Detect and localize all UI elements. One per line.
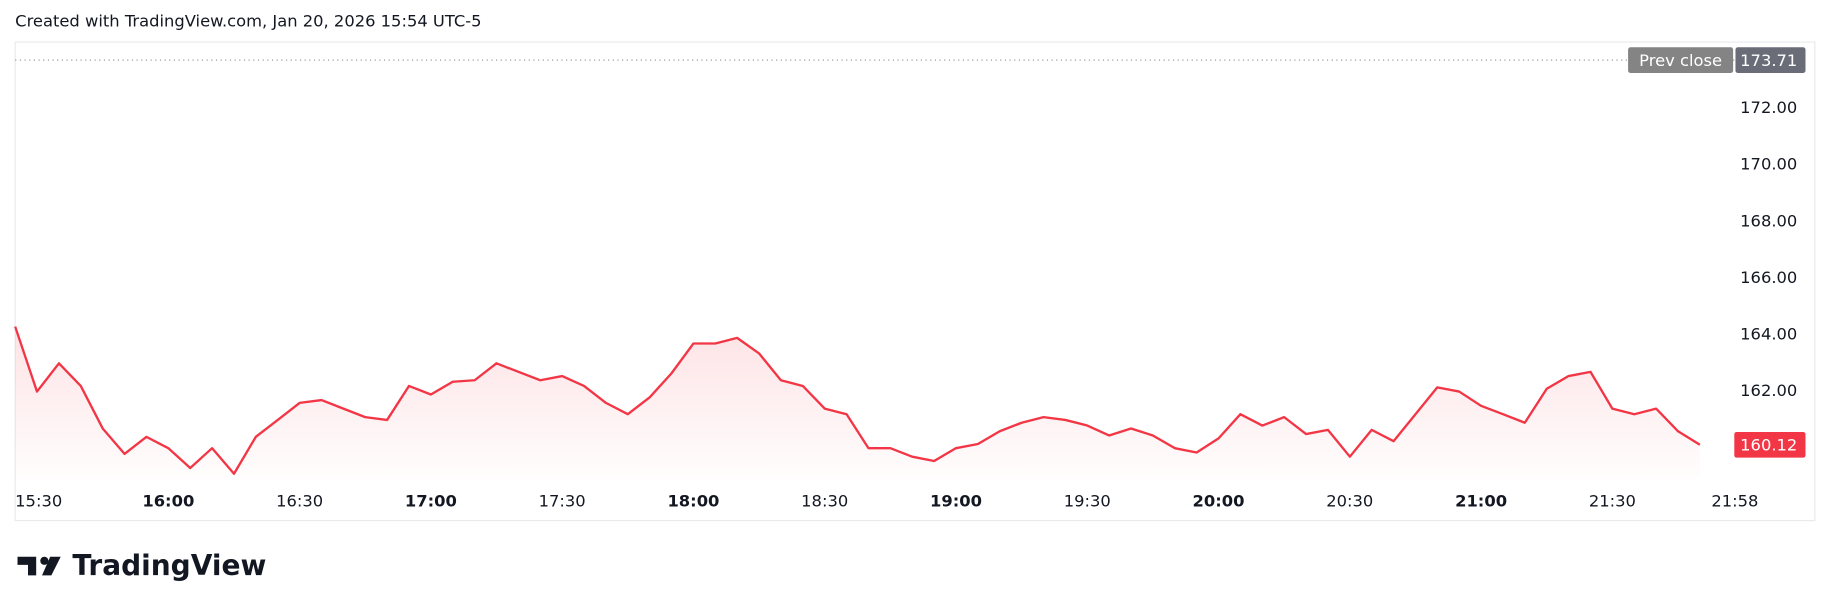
header-text: Created with TradingView.com, Jan 20, 20… bbox=[15, 12, 481, 31]
y-tick-label: 168.00 bbox=[1740, 211, 1797, 230]
x-tick-label: 18:30 bbox=[801, 491, 848, 510]
prev-close-value-badge bbox=[1735, 47, 1806, 73]
x-tick-label: 16:30 bbox=[276, 491, 323, 510]
x-tick-label: 17:30 bbox=[539, 491, 586, 510]
y-tick-label: 164.00 bbox=[1740, 325, 1797, 344]
x-tick-label: 20:00 bbox=[1193, 491, 1245, 510]
x-tick-label: 19:30 bbox=[1064, 491, 1111, 510]
x-tick-label: 21:58 bbox=[1711, 491, 1758, 510]
prev-close-label: Prev close bbox=[1639, 51, 1722, 70]
footer-logo: TradingView bbox=[17, 549, 266, 582]
y-tick-label: 170.00 bbox=[1740, 155, 1797, 174]
x-tick-label: 16:00 bbox=[142, 491, 194, 510]
x-tick-label: 20:30 bbox=[1326, 491, 1373, 510]
x-tick-label: 18:00 bbox=[667, 491, 719, 510]
prev-close-value: 173.71 bbox=[1740, 51, 1797, 70]
last-price-label: 160.12 bbox=[1740, 436, 1797, 455]
x-tick-label: 19:00 bbox=[930, 491, 982, 510]
x-tick-label: 21:30 bbox=[1589, 491, 1636, 510]
x-tick-label: 17:00 bbox=[405, 491, 457, 510]
prev-close-badge bbox=[1628, 47, 1734, 73]
y-tick-label: 172.00 bbox=[1740, 98, 1797, 117]
y-tick-label: 166.00 bbox=[1740, 268, 1797, 287]
chart-frame bbox=[14, 41, 1816, 522]
footer-brand: TradingView bbox=[72, 549, 266, 582]
area-fill bbox=[15, 326, 1700, 479]
x-tick-label: 21:00 bbox=[1455, 491, 1507, 510]
last-price-badge bbox=[1734, 431, 1806, 458]
y-tick-label: 162.00 bbox=[1740, 381, 1797, 400]
x-tick-label: 15:30 bbox=[15, 491, 62, 510]
price-line bbox=[14, 326, 1701, 475]
